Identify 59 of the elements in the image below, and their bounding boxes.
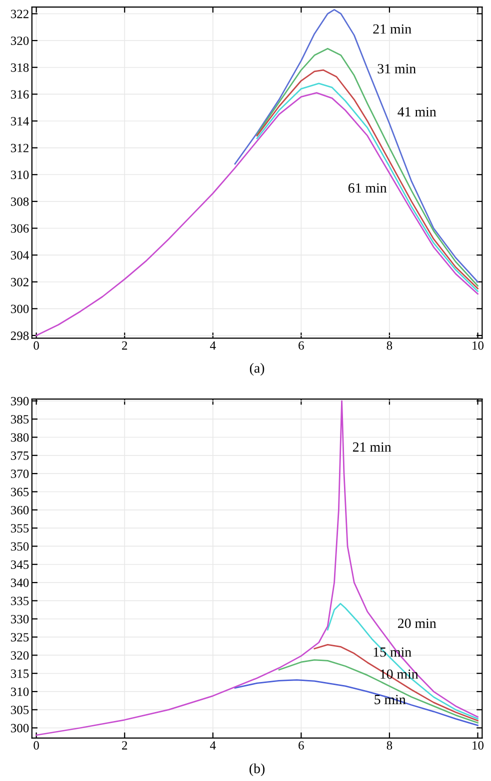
x-tick-label: 0: [34, 341, 39, 350]
y-tick-label: 318: [10, 63, 29, 72]
y-tick-label: 350: [10, 542, 29, 551]
x-tick-label: 8: [386, 741, 392, 750]
annotation: 61 min: [348, 183, 387, 193]
annotation: 21 min: [373, 24, 412, 34]
y-tick-label: 340: [10, 578, 29, 588]
y-tick-label: 320: [10, 36, 29, 46]
y-tick-label: 330: [10, 614, 29, 624]
x-tick-label: 8: [386, 341, 392, 350]
line-series: [36, 92, 478, 336]
text: (a): [250, 363, 264, 376]
y-tick-label: 385: [10, 415, 29, 424]
y-tick-label: 308: [10, 197, 29, 206]
y-tick-label: 365: [10, 488, 29, 496]
line-series: [234, 679, 478, 726]
y-tick-label: 360: [10, 506, 29, 514]
y-tick-label: 310: [10, 170, 29, 180]
y-tick-label: 335: [10, 596, 29, 606]
line-series: [278, 659, 478, 724]
x-tick-label: 10: [472, 741, 484, 750]
line-series: [36, 400, 478, 736]
line-series: [326, 602, 478, 720]
y-tick-label: 306: [10, 224, 29, 233]
y-tick-label: 300: [10, 724, 29, 732]
x-tick-label: 10: [472, 341, 484, 350]
y-tick-label: 304: [10, 251, 29, 260]
y-tick-label: 380: [10, 433, 29, 442]
annotation: 31 min: [378, 64, 416, 74]
x-tick-label: 4: [210, 741, 216, 750]
y-tick-label: 314: [10, 117, 29, 126]
line-series: [234, 9, 478, 283]
text: (b): [250, 763, 265, 776]
y-tick-label: 320: [10, 651, 29, 660]
y-tick-label: 316: [10, 90, 29, 99]
y-tick-label: 310: [10, 688, 29, 696]
y-tick-label: 300: [10, 304, 29, 314]
y-tick-label: 355: [10, 524, 29, 533]
y-tick-label: 298: [10, 332, 29, 340]
y-tick-label: 312: [10, 144, 28, 152]
line-series: [314, 644, 478, 722]
y-tick-label: 325: [10, 633, 29, 642]
y-tick-label: 315: [10, 669, 29, 678]
annotation: 20 min: [398, 618, 436, 628]
y-tick-label: 302: [10, 278, 28, 286]
x-tick-label: 6: [298, 741, 304, 750]
x-tick-label: 2: [122, 741, 128, 750]
y-tick-label: 370: [10, 470, 29, 478]
x-tick-label: 6: [298, 341, 304, 350]
y-tick-label: 322: [10, 10, 28, 18]
x-tick-label: 2: [122, 341, 128, 350]
y-tick-label: 305: [10, 706, 29, 714]
y-tick-label: 390: [10, 396, 29, 406]
x-tick-label: 4: [210, 341, 216, 350]
annotation: 41 min: [398, 107, 436, 116]
y-tick-label: 345: [10, 560, 29, 569]
y-tick-label: 375: [10, 451, 29, 460]
x-tick-label: 0: [34, 741, 39, 750]
annotation: 21 min: [352, 442, 392, 452]
